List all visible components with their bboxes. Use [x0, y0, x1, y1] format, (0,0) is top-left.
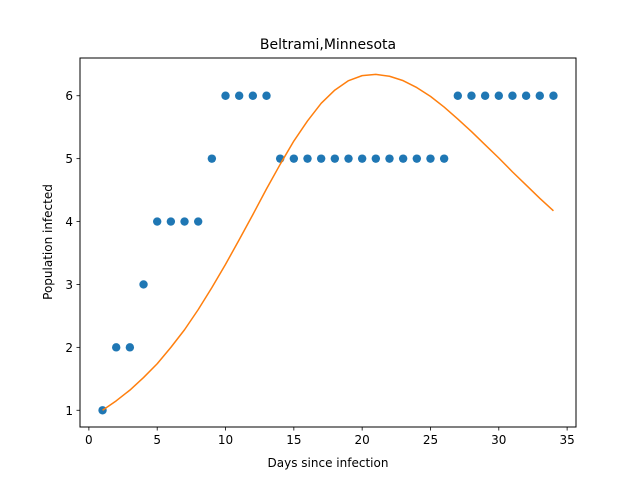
data-point [303, 154, 312, 163]
data-point [180, 217, 189, 226]
data-point [357, 154, 367, 163]
y-tick-label: 4 [65, 215, 73, 229]
data-point [221, 91, 230, 100]
data-point [125, 343, 135, 352]
y-tick-label: 1 [65, 404, 73, 418]
x-tick-label: 0 [85, 433, 93, 447]
data-point [385, 154, 394, 163]
data-point [153, 217, 162, 226]
fit-line [102, 73, 554, 411]
data-point [467, 91, 476, 100]
x-tick-label: 5 [153, 433, 161, 447]
x-tick-label: 25 [423, 433, 438, 447]
chart-title: Beltrami,Minnesota [260, 37, 396, 53]
data-point [112, 343, 121, 352]
data-point [453, 91, 463, 100]
data-point [344, 154, 353, 163]
scatter-series [98, 91, 558, 415]
data-point [166, 217, 176, 226]
data-point [371, 154, 381, 163]
x-tick-label: 35 [559, 433, 574, 447]
data-point [139, 280, 148, 289]
x-tick-label: 30 [491, 433, 506, 447]
plot-area [98, 73, 558, 415]
x-axis: 0 5 10 15 20 25 30 35 [85, 427, 575, 447]
data-point [234, 91, 244, 100]
data-point [289, 154, 299, 163]
data-point [330, 154, 340, 163]
y-tick-label: 2 [65, 341, 73, 355]
x-tick-label: 15 [286, 433, 301, 447]
data-point [426, 154, 435, 163]
y-tick-label: 6 [65, 89, 73, 103]
data-point [412, 154, 422, 163]
data-point [262, 91, 271, 100]
data-point [248, 91, 258, 100]
data-point [549, 91, 558, 100]
data-point [480, 91, 490, 100]
data-point [316, 154, 326, 163]
data-point [98, 406, 107, 415]
y-tick-label: 5 [65, 152, 73, 166]
y-tick-label: 3 [65, 278, 73, 292]
axes-frame [79, 57, 577, 428]
x-axis-label: Days since infection [268, 456, 389, 470]
data-point [398, 154, 408, 163]
y-axis-label: Population infected [41, 184, 55, 300]
data-point [207, 154, 217, 163]
y-axis: 1 2 3 4 5 6 [65, 89, 80, 418]
data-point [521, 91, 531, 100]
data-point [508, 91, 517, 100]
data-point [535, 91, 544, 100]
data-point [494, 91, 503, 100]
data-point [193, 217, 203, 226]
x-tick-label: 20 [355, 433, 370, 447]
x-tick-label: 10 [218, 433, 233, 447]
data-point [439, 154, 449, 163]
